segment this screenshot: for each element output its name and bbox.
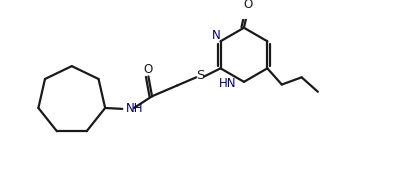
Text: O: O	[243, 0, 252, 11]
Text: N: N	[212, 29, 220, 42]
Text: NH: NH	[126, 102, 143, 115]
Text: O: O	[144, 63, 153, 76]
Text: S: S	[196, 69, 205, 82]
Text: HN: HN	[219, 77, 237, 90]
